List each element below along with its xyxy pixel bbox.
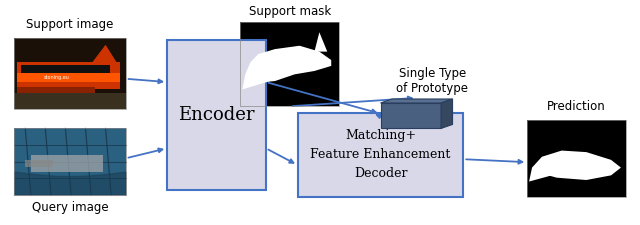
Text: Query image: Query image: [31, 201, 108, 214]
Polygon shape: [441, 99, 452, 128]
Bar: [14, 38, 125, 108]
Bar: [527, 119, 626, 197]
Bar: [14, 38, 125, 108]
Text: stoning.eu: stoning.eu: [44, 75, 70, 80]
Bar: [26, 160, 53, 167]
Bar: [17, 62, 120, 89]
Bar: [14, 128, 125, 195]
Text: Matching+
Feature Enhancement
Decoder: Matching+ Feature Enhancement Decoder: [310, 130, 451, 180]
Bar: [14, 93, 125, 108]
Bar: [14, 128, 125, 195]
Text: Support image: Support image: [26, 18, 113, 31]
Bar: [241, 22, 339, 106]
Bar: [527, 119, 626, 197]
Text: Prediction: Prediction: [547, 100, 606, 113]
Bar: [167, 40, 266, 190]
Polygon shape: [314, 32, 327, 52]
Polygon shape: [92, 45, 116, 63]
Polygon shape: [532, 151, 621, 180]
Polygon shape: [529, 168, 557, 182]
Text: Encoder: Encoder: [178, 106, 255, 124]
Bar: [298, 113, 463, 197]
Polygon shape: [381, 99, 452, 103]
Polygon shape: [245, 46, 332, 83]
Bar: [20, 65, 109, 73]
Bar: [17, 87, 95, 93]
Text: Single Type
of Prototype: Single Type of Prototype: [396, 67, 468, 94]
Bar: [241, 22, 339, 106]
Bar: [17, 73, 120, 82]
Polygon shape: [243, 74, 275, 90]
Bar: [31, 155, 103, 172]
Bar: [381, 103, 441, 128]
Text: Support mask: Support mask: [248, 5, 331, 18]
